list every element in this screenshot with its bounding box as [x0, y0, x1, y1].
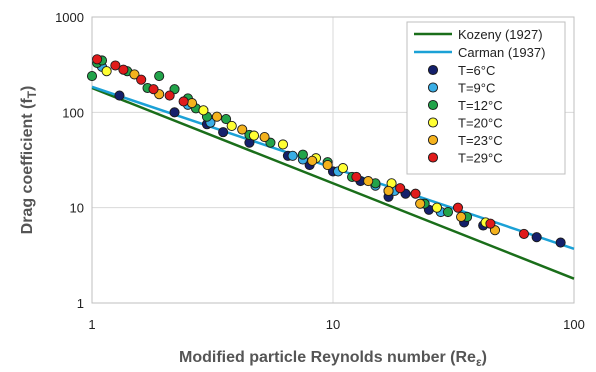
data-point — [363, 176, 374, 187]
legend-label: T=9°C — [458, 81, 495, 96]
y-tick-label: 100 — [62, 105, 84, 120]
legend-label: T=12°C — [458, 98, 503, 113]
data-point — [452, 202, 464, 213]
data-point — [211, 111, 223, 122]
data-point — [485, 218, 496, 229]
legend-marker — [427, 82, 439, 93]
data-point — [337, 163, 349, 174]
legend-marker — [427, 99, 439, 111]
line-kozeny — [91, 86, 575, 280]
data-point — [383, 185, 394, 196]
legend-label: Kozeny (1927) — [458, 27, 543, 42]
data-point — [164, 90, 175, 101]
legend-label: Carman (1937) — [458, 45, 545, 60]
plot-area-frame — [91, 16, 575, 304]
data-point — [136, 74, 147, 85]
data-point — [226, 120, 237, 131]
series-29c — [92, 54, 530, 240]
x-axis-title: Modified particle Reynolds number (Reε) — [179, 349, 487, 369]
data-point — [442, 206, 454, 218]
data-points — [86, 54, 566, 248]
data-point — [118, 64, 129, 75]
x-tick-label: 100 — [563, 317, 585, 332]
data-point — [101, 66, 112, 77]
data-point — [221, 114, 232, 125]
data-point — [129, 69, 140, 80]
legend-label: T=6°C — [458, 63, 495, 78]
legend: Kozeny (1927) Carman (1937) T=6°C T=9°C T=12… — [406, 21, 566, 175]
x-tick-label: 1 — [88, 317, 95, 332]
data-point — [154, 71, 165, 82]
y-tick-label: 1000 — [55, 10, 84, 25]
data-point — [178, 96, 189, 107]
y-tick-label: 1 — [77, 296, 84, 311]
data-point — [555, 237, 566, 248]
data-point — [531, 232, 542, 243]
data-point — [86, 71, 98, 82]
y-tick-label: 10 — [70, 201, 84, 216]
data-point — [287, 150, 298, 161]
data-point — [92, 54, 103, 65]
data-point — [297, 149, 308, 160]
data-point — [395, 183, 406, 194]
tick-labels: 1 10 100 1 10 100 1000 — [55, 10, 585, 332]
data-point — [248, 130, 260, 141]
data-point — [169, 107, 180, 118]
data-point — [148, 84, 159, 95]
data-point — [518, 228, 530, 240]
legend-marker — [427, 152, 439, 163]
data-point — [237, 124, 248, 135]
x-tick-label: 10 — [326, 317, 340, 332]
data-point — [277, 139, 289, 150]
legend-label: T=20°C — [458, 116, 503, 131]
data-point — [198, 105, 209, 116]
legend-label: T=29°C — [458, 151, 503, 166]
data-point — [410, 188, 421, 199]
data-point — [415, 198, 426, 209]
data-point — [307, 155, 318, 166]
data-point — [431, 202, 443, 213]
legend-marker — [427, 134, 439, 146]
legend-marker — [427, 117, 439, 128]
data-point — [259, 132, 270, 143]
data-point — [322, 159, 333, 171]
legend-box — [406, 21, 566, 175]
legend-label: T=23°C — [458, 133, 503, 148]
data-point — [110, 60, 121, 71]
legend-marker — [427, 64, 439, 76]
data-point — [186, 98, 198, 109]
data-point — [114, 90, 125, 101]
y-axis-title: Drag coefficient (fT) — [19, 86, 39, 235]
data-point — [456, 211, 467, 222]
data-point — [351, 171, 362, 182]
data-point — [218, 127, 229, 138]
